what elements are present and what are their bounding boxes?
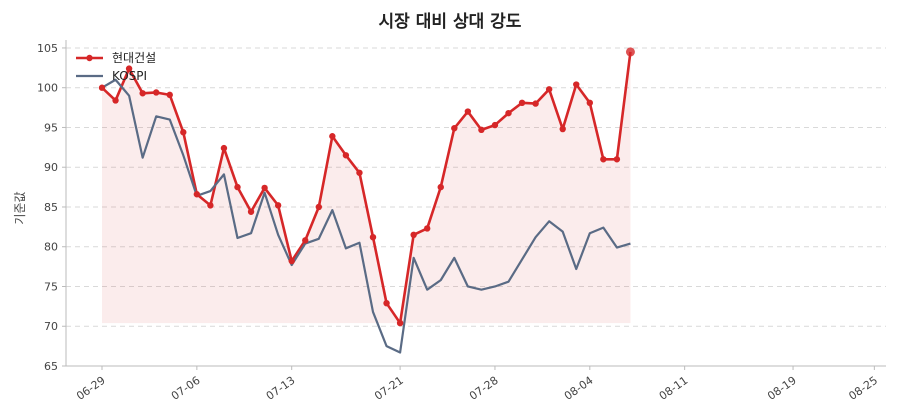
chart-title: 시장 대비 상대 강도 (379, 12, 522, 32)
x-tick-label: 08-11 (657, 374, 691, 403)
y-tick-label: 65 (44, 360, 58, 373)
y-tick-label: 75 (44, 280, 58, 293)
x-tick-label: 08-25 (846, 374, 880, 403)
legend-label-hyundai-ec: 현대건설 (112, 51, 156, 65)
x-tick-label: 07-06 (169, 374, 203, 403)
grid-lines (66, 47, 886, 367)
area-fills (102, 51, 631, 324)
data-point (153, 89, 160, 96)
area-fill-hyundai-ec (102, 51, 631, 324)
data-point (383, 299, 390, 307)
axes (62, 40, 886, 370)
data-point (545, 86, 553, 93)
y-tick-label: 95 (44, 121, 58, 134)
data-point (315, 203, 322, 211)
data-point (125, 65, 133, 72)
data-point (505, 109, 512, 117)
data-point (342, 152, 350, 159)
x-tick-label: 07-28 (467, 374, 501, 403)
data-point (369, 233, 377, 241)
data-point (139, 90, 146, 97)
data-point (437, 183, 444, 191)
data-point (180, 129, 187, 136)
y-tick-label: 90 (44, 161, 58, 174)
legend-marker-hyundai-ec (86, 54, 93, 62)
data-point (625, 47, 635, 57)
y-axis-label: 기준값 (13, 191, 27, 224)
data-point (356, 169, 363, 176)
data-point (586, 99, 593, 107)
data-point (329, 133, 336, 140)
data-point (302, 237, 309, 244)
data-point (451, 125, 458, 132)
x-tick-label: 08-19 (765, 374, 799, 403)
y-tick-labels: 65 70 75 80 85 90 95 100 105 (37, 42, 58, 373)
data-point (424, 225, 431, 232)
data-point (207, 202, 214, 209)
data-point (613, 156, 621, 163)
data-point (274, 202, 282, 209)
x-tick-label: 07-13 (264, 374, 298, 403)
series-markers (98, 47, 635, 327)
data-point (396, 319, 404, 327)
data-point (600, 156, 607, 163)
data-point (478, 126, 485, 134)
data-point (288, 257, 295, 265)
data-point (112, 97, 119, 104)
data-point (573, 81, 580, 88)
data-point (559, 125, 566, 133)
data-point (247, 208, 255, 215)
y-tick-label: 85 (44, 201, 58, 214)
data-point (261, 184, 268, 192)
data-point (98, 84, 106, 91)
series-line-kospi (101, 78, 631, 354)
data-point (464, 108, 472, 115)
data-point (166, 91, 173, 99)
x-tick-label: 07-21 (372, 374, 406, 403)
x-tick-label: 06-29 (74, 374, 108, 403)
series-lines (101, 51, 632, 354)
y-tick-label: 80 (44, 241, 58, 254)
data-point (220, 144, 228, 152)
y-tick-label: 105 (37, 42, 58, 55)
data-point (532, 100, 539, 107)
x-tick-label: 08-04 (562, 374, 596, 403)
x-tick-labels: 06-29 07-06 07-13 07-21 07-28 08-04 08-11 08-19… (74, 374, 880, 403)
legend: 현대건설 KOSPI (76, 51, 156, 83)
legend-label-kospi: KOSPI (112, 69, 147, 83)
y-tick-label: 100 (37, 82, 58, 95)
data-point (518, 99, 526, 107)
data-point (193, 191, 201, 198)
y-tick-label: 70 (44, 320, 58, 333)
data-point (234, 183, 241, 191)
series-line-hyundai-ec (101, 51, 632, 325)
data-point (410, 231, 417, 239)
data-point (491, 121, 499, 129)
